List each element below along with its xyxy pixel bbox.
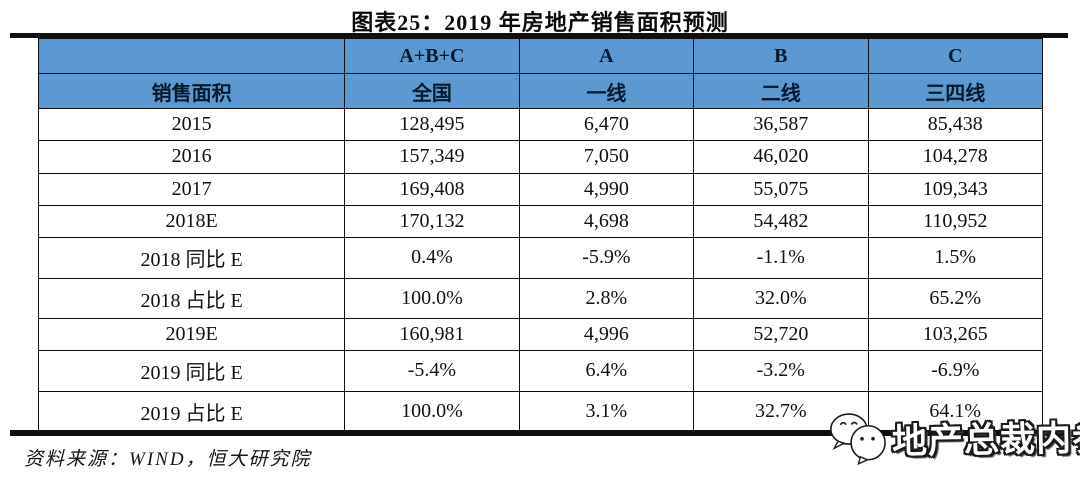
cell-value: 169,408 <box>344 172 520 206</box>
cell-value: 104,278 <box>867 140 1044 174</box>
table-row-2019-share: 2019 占比 E 100.0% 3.1% 32.7% 64.1% <box>37 390 1044 433</box>
cell-value: 7,050 <box>518 140 695 174</box>
table-row-2018-yoy: 2018 同比 E 0.4% -5.9% -1.1% 1.5% <box>37 237 1044 279</box>
page-title: 图表25：2019 年房地产销售面积预测 <box>351 10 729 35</box>
row-label: 2018 占比 E <box>37 277 346 319</box>
cell-value: 109,343 <box>867 172 1044 206</box>
row-label: 2015 <box>37 107 346 142</box>
header-cell-empty <box>37 38 346 74</box>
cell-value: 1.5% <box>867 237 1044 279</box>
cell-value: 64.1% <box>867 390 1044 433</box>
header-cell-c: C <box>867 38 1044 74</box>
cell-value: -5.4% <box>344 350 520 392</box>
table-row-2019-yoy: 2019 同比 E -5.4% 6.4% -3.2% -6.9% <box>37 350 1044 392</box>
cell-value: 3.1% <box>518 390 695 433</box>
table-row-2016: 2016 157,349 7,050 46,020 104,278 <box>37 140 1044 174</box>
table-row-2015: 2015 128,495 6,470 36,587 85,438 <box>37 107 1044 142</box>
top-rule-divider <box>10 33 1068 38</box>
forecast-table-container: A+B+C A B C 销售面积 全国 一线 二线 三四线 2015 128,4… <box>37 38 1044 433</box>
cell-value: 4,996 <box>518 317 695 352</box>
cell-value: 6.4% <box>518 350 695 392</box>
cell-value: 52,720 <box>693 317 869 352</box>
forecast-table: A+B+C A B C 销售面积 全国 一线 二线 三四线 2015 128,4… <box>37 38 1044 433</box>
header-cell-tier1: 一线 <box>518 73 695 109</box>
cell-value: 100.0% <box>344 277 520 319</box>
table-row-2018e: 2018E 170,132 4,698 54,482 110,952 <box>37 204 1044 239</box>
cell-value: 46,020 <box>693 140 869 174</box>
cell-value: 55,075 <box>693 172 869 206</box>
cell-value: 100.0% <box>344 390 520 433</box>
cell-value: 0.4% <box>344 237 520 279</box>
row-label: 2019 占比 E <box>37 390 346 433</box>
cell-value: 2.8% <box>518 277 695 319</box>
cell-value: -3.2% <box>693 350 869 392</box>
wechat-chat-bubbles-icon <box>830 413 886 466</box>
cell-value: 4,698 <box>518 204 695 239</box>
cell-value: 32.0% <box>693 277 869 319</box>
cell-value: 160,981 <box>344 317 520 352</box>
header-cell-b: B <box>693 38 869 74</box>
row-label: 2019E <box>37 317 346 352</box>
header-row-tier-names: 销售面积 全国 一线 二线 三四线 <box>37 73 1044 109</box>
bottom-rule-divider <box>10 430 1068 436</box>
cell-value: 65.2% <box>867 277 1044 319</box>
cell-value: 128,495 <box>344 107 520 142</box>
header-cell-sales-area: 销售面积 <box>37 73 346 109</box>
row-label: 2019 同比 E <box>37 350 346 392</box>
watermark-text: 地产总裁内参 <box>891 418 1080 461</box>
cell-value: 170,132 <box>344 204 520 239</box>
cell-value: -5.9% <box>518 237 695 279</box>
row-label: 2017 <box>37 172 346 206</box>
row-label: 2018 同比 E <box>37 237 346 279</box>
table-row-2017: 2017 169,408 4,990 55,075 109,343 <box>37 172 1044 206</box>
header-cell-national: 全国 <box>344 73 520 109</box>
cell-value: -1.1% <box>693 237 869 279</box>
header-row-tier-codes: A+B+C A B C <box>37 38 1044 74</box>
cell-value: 85,438 <box>867 107 1044 142</box>
cell-value: 110,952 <box>867 204 1044 239</box>
cell-value: 4,990 <box>518 172 695 206</box>
cell-value: 157,349 <box>344 140 520 174</box>
header-cell-abc: A+B+C <box>344 38 520 74</box>
table-row-2018-share: 2018 占比 E 100.0% 2.8% 32.0% 65.2% <box>37 277 1044 319</box>
row-label: 2016 <box>37 140 346 174</box>
cell-value: 6,470 <box>518 107 695 142</box>
table-row-2019e: 2019E 160,981 4,996 52,720 103,265 <box>37 317 1044 352</box>
header-cell-a: A <box>518 38 695 74</box>
row-label: 2018E <box>37 204 346 239</box>
header-cell-tier34: 三四线 <box>867 73 1044 109</box>
header-cell-tier2: 二线 <box>693 73 869 109</box>
cell-value: 103,265 <box>867 317 1044 352</box>
cell-value: 54,482 <box>693 204 869 239</box>
source-note: 资料来源：WIND，恒大研究院 <box>24 449 312 470</box>
watermark: 地产总裁内参 <box>828 406 1080 469</box>
cell-value: -6.9% <box>867 350 1044 392</box>
cell-value: 36,587 <box>693 107 869 142</box>
